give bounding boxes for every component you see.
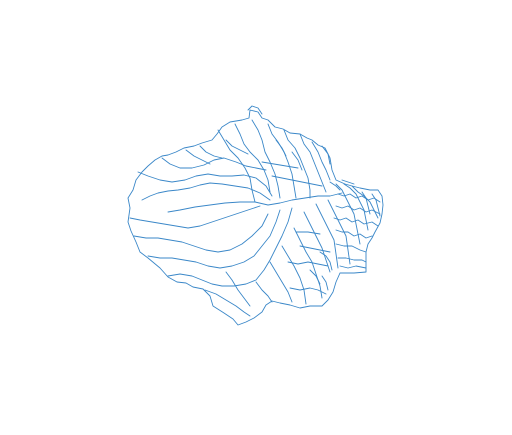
internal-boundary (335, 183, 361, 245)
internal-boundary (269, 261, 293, 303)
internal-boundary (137, 171, 273, 197)
internal-boundary (319, 251, 333, 271)
internal-boundary (167, 192, 343, 213)
internal-boundary (255, 281, 273, 303)
internal-boundary (225, 271, 251, 307)
internal-boundary (361, 191, 371, 215)
internal-boundary (299, 133, 327, 193)
internal-boundary (321, 275, 329, 291)
internal-boundary (247, 105, 263, 115)
outer-boundary (127, 109, 384, 326)
internal-boundary (289, 287, 327, 295)
internal-boundary (329, 181, 341, 191)
internal-boundary (299, 245, 331, 253)
internal-boundary (217, 129, 256, 203)
internal-boundary (309, 269, 321, 285)
internal-boundary (133, 213, 269, 253)
region-boundaries (127, 105, 384, 326)
internal-boundary (337, 257, 367, 263)
internal-boundary (315, 203, 339, 269)
internal-boundary (129, 205, 261, 229)
internal-boundary (275, 139, 287, 157)
internal-boundary (141, 182, 271, 201)
internal-boundary (343, 183, 369, 231)
internal-boundary (271, 175, 323, 187)
internal-boundary (303, 211, 331, 273)
internal-boundary (335, 243, 367, 253)
internal-boundary (267, 123, 297, 199)
internal-boundary (295, 231, 321, 235)
internal-boundary (281, 245, 307, 305)
internal-boundary (147, 209, 281, 269)
internal-boundary (333, 217, 379, 227)
internal-boundary (234, 123, 271, 193)
internal-boundary (335, 229, 373, 239)
internal-boundary (327, 199, 351, 265)
internal-boundary (161, 157, 267, 171)
internal-boundary (337, 193, 381, 203)
internal-boundary (185, 149, 211, 165)
internal-boundary (321, 145, 331, 165)
internal-boundary (199, 145, 223, 159)
internal-boundary (341, 179, 355, 185)
internal-boundary (251, 119, 281, 199)
internal-boundary (311, 141, 331, 181)
internal-boundary (225, 139, 249, 155)
internal-boundary (204, 289, 251, 317)
internal-boundary (335, 205, 381, 215)
internal-boundary (261, 161, 299, 169)
internal-boundary (287, 261, 329, 267)
internal-boundary (167, 207, 293, 287)
internal-boundary (291, 151, 303, 171)
internal-boundary (293, 227, 323, 299)
internal-boundary (283, 129, 311, 199)
internal-boundary (339, 265, 367, 269)
internal-boundary (371, 193, 381, 217)
